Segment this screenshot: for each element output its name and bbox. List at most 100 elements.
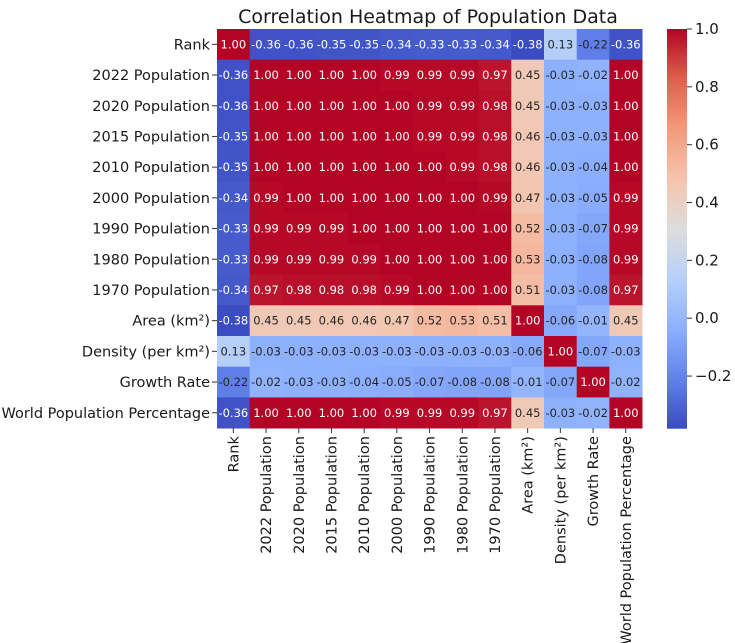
- heatmap-cell: [544, 151, 578, 183]
- colorbar-gradient-step: [667, 311, 687, 315]
- cell-value-label: 0.46: [515, 160, 541, 174]
- colorbar-gradient-step: [667, 82, 687, 86]
- cell-value-label: -0.07: [545, 375, 575, 389]
- heatmap-cell: [609, 59, 643, 91]
- heatmap-cell: [217, 151, 251, 183]
- heatmap-cell: [249, 182, 283, 214]
- cell-value-label: -0.36: [251, 37, 281, 51]
- cell-value-label: 1.00: [613, 129, 639, 143]
- colorbar-gradient-step: [667, 98, 687, 102]
- heatmap-cell: [544, 59, 578, 91]
- heatmap-cell: [511, 274, 545, 306]
- cell-value-label: 1.00: [319, 191, 345, 205]
- heatmap-cell: [380, 29, 414, 61]
- heatmap-cell: [478, 59, 512, 91]
- colorbar-gradient-step: [667, 281, 687, 286]
- column-labels: Rank 2022 Population 2020 Population 2015 P…: [226, 428, 635, 643]
- cell-value-label: -0.34: [382, 37, 412, 51]
- colorbar-gradient-step: [667, 183, 687, 187]
- heatmap-cell: [576, 397, 610, 429]
- heatmap-cell: [217, 243, 251, 275]
- cell-value-label: 1.00: [286, 406, 312, 420]
- colorbar-tick-label: 0.8: [695, 78, 719, 96]
- cell-value-label: -0.22: [218, 375, 248, 389]
- colorbar-gradient-step: [667, 170, 687, 174]
- heatmap-cell: [315, 366, 349, 398]
- cell-value-label: 1.00: [384, 252, 410, 266]
- heatmap-cell: [413, 243, 447, 275]
- colorbar-gradient-step: [667, 42, 687, 46]
- heatmap-cell: [576, 274, 610, 306]
- colorbar-gradient-step: [667, 409, 687, 413]
- colorbar-gradient-step: [667, 188, 687, 192]
- heatmap-cell: [511, 59, 545, 91]
- cell-value-label: -0.03: [545, 406, 575, 420]
- colorbar-gradient-step: [667, 146, 687, 150]
- colorbar-gradient-step: [667, 313, 687, 317]
- heatmap-cell: [282, 121, 316, 153]
- cell-value-label: -0.03: [578, 99, 608, 113]
- heatmap-cell: [609, 182, 643, 214]
- cell-value-label: 0.98: [482, 160, 508, 174]
- cell-value-label: 0.45: [286, 314, 312, 328]
- heatmap-cell: [544, 213, 578, 245]
- colorbar-gradient-step: [667, 249, 687, 254]
- colorbar-gradient-step: [667, 132, 687, 137]
- heatmap-cell: [413, 29, 447, 61]
- cell-value-label: -0.08: [447, 375, 477, 389]
- heatmap-cell: [544, 336, 578, 368]
- cell-value-label: 0.99: [286, 252, 312, 266]
- cell-value-label: -0.03: [251, 344, 281, 358]
- cell-value-label: -0.03: [317, 375, 347, 389]
- heatmap-cell: [315, 305, 349, 337]
- cell-value-label: 1.00: [253, 129, 279, 143]
- heatmap-cell: [347, 151, 381, 183]
- heatmap-cell: [282, 336, 316, 368]
- heatmap-cell: [413, 274, 447, 306]
- row-label: 1970 Population: [92, 283, 210, 299]
- heatmap-cell: [413, 90, 447, 122]
- colorbar-gradient-step: [667, 76, 687, 81]
- heatmap-cell: [576, 121, 610, 153]
- cell-value-label: -0.03: [545, 129, 575, 143]
- colorbar-gradient-step: [667, 358, 687, 363]
- cell-value-label: 0.52: [417, 314, 443, 328]
- colorbar-gradient-step: [667, 31, 687, 35]
- colorbar-gradient-step: [667, 260, 687, 264]
- column-label: Rank: [226, 436, 242, 473]
- heatmap-cell: [282, 305, 316, 337]
- cell-value-label: -0.03: [447, 344, 477, 358]
- heatmap-cell: [282, 59, 316, 91]
- cell-value-label: 1.00: [351, 191, 377, 205]
- colorbar-gradient-step: [667, 297, 687, 301]
- colorbar-gradient-step: [667, 196, 687, 200]
- colorbar-gradient-step: [667, 167, 687, 171]
- colorbar-gradient-step: [667, 326, 687, 331]
- colorbar-gradient-step: [667, 380, 687, 384]
- heatmap-cell: [217, 90, 251, 122]
- cell-value-label: -0.04: [578, 160, 608, 174]
- colorbar-gradient-step: [667, 207, 687, 211]
- colorbar-gradient-step: [667, 284, 687, 288]
- heatmap-cell: [576, 366, 610, 398]
- heatmap-cell: [413, 213, 447, 245]
- cell-value-label: 0.98: [319, 283, 345, 297]
- colorbar-gradient-step: [667, 422, 687, 427]
- cell-value-label: -0.02: [251, 375, 281, 389]
- cell-value-label: 0.99: [417, 406, 443, 420]
- heatmap-cell: [347, 213, 381, 245]
- cell-value-label: 0.98: [286, 283, 312, 297]
- heatmap-cell: [445, 182, 479, 214]
- cell-value-label: 0.45: [515, 406, 541, 420]
- colorbar-gradient-step: [667, 185, 687, 190]
- heatmap-cell: [511, 121, 545, 153]
- heatmap-cell: [478, 243, 512, 275]
- heatmap-cell: [609, 366, 643, 398]
- cell-value-label: 0.99: [319, 222, 345, 236]
- colorbar-gradient-step: [667, 345, 687, 349]
- heatmap-cell: [315, 274, 349, 306]
- cell-value-label: 1.00: [613, 99, 639, 113]
- cell-value-label: 1.00: [286, 160, 312, 174]
- cell-value-label: -0.03: [578, 129, 608, 143]
- cell-value-label: 0.99: [351, 252, 377, 266]
